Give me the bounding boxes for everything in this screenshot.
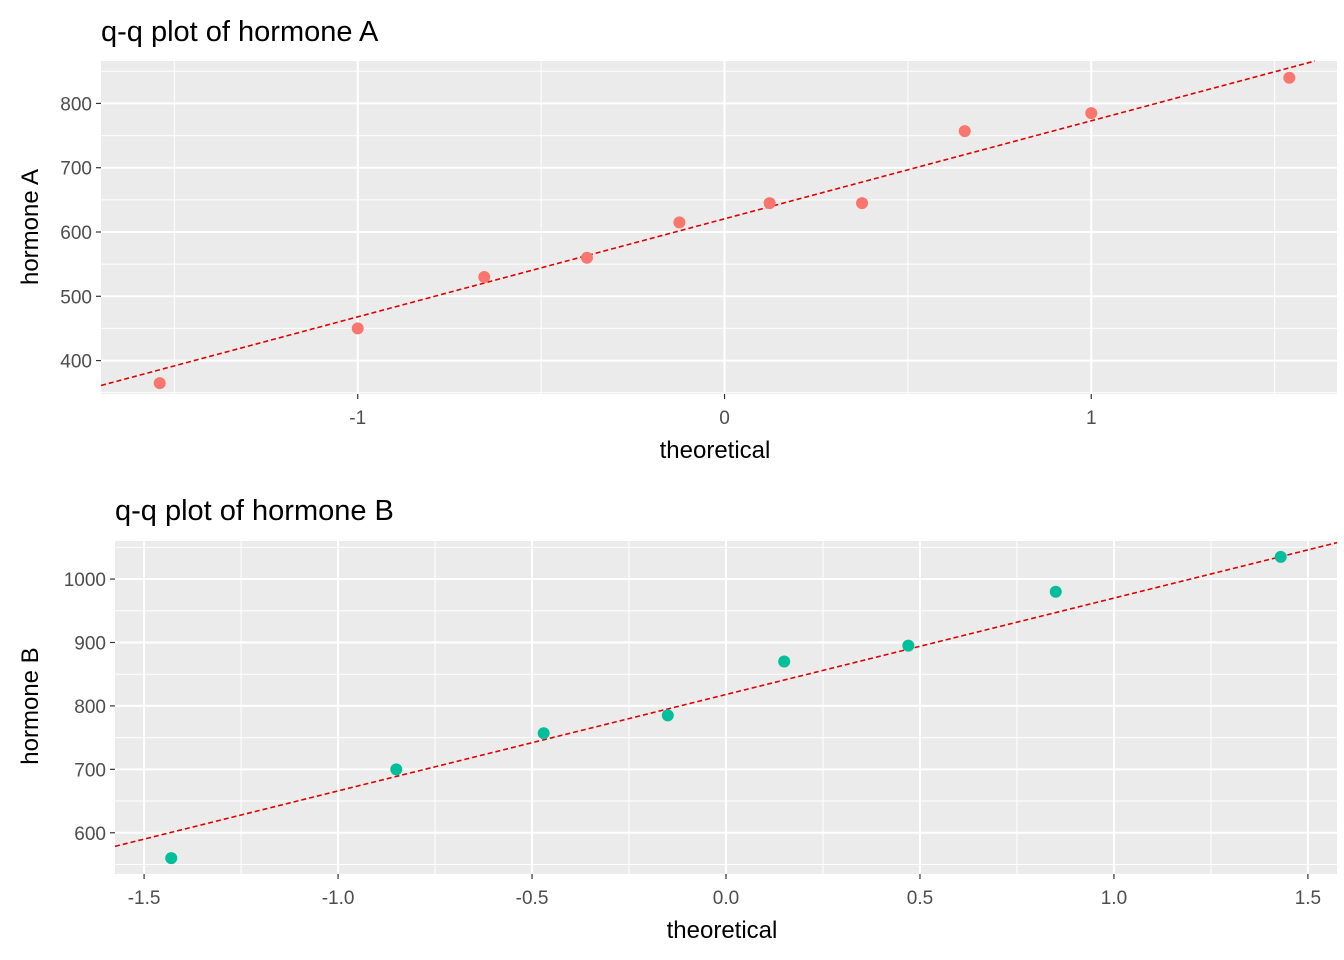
data-point <box>661 709 674 722</box>
data-point <box>537 727 550 740</box>
data-point <box>778 655 791 668</box>
x-tick-label: 1 <box>1086 408 1097 429</box>
x-tick-labels-a: -1 0 1 <box>349 394 1097 429</box>
chart-panel-a: q-q plot of hormone A 400 500 600 700 800 -1… <box>17 16 1337 464</box>
y-axis-title-a: hormone A <box>17 169 44 285</box>
reference-line-a <box>100 60 1316 387</box>
data-point <box>902 639 915 652</box>
x-tick-label: 1.5 <box>1295 888 1321 909</box>
data-point <box>390 763 403 776</box>
x-tick-label: -0.5 <box>516 888 549 909</box>
y-tick-label: 400 <box>60 352 92 373</box>
x-tick-labels-b: -1.5 -1.0 -0.5 0.0 0.5 1.0 1.5 <box>128 874 1321 909</box>
data-point <box>763 197 776 210</box>
chart-panel-b: q-q plot of hormone B 600 700 800 900 1000 -… <box>17 495 1338 944</box>
data-point <box>856 197 869 210</box>
data-point <box>1283 71 1296 84</box>
x-axis-title-b: theoretical <box>667 917 778 944</box>
x-tick-label: -1.0 <box>322 888 355 909</box>
y-axis-title-b: hormone B <box>17 647 44 764</box>
data-point <box>958 125 971 138</box>
y-tick-labels-b: 600 700 800 900 1000 <box>64 570 115 845</box>
y-tick-label: 800 <box>60 94 92 115</box>
data-point <box>1049 585 1062 598</box>
points-a <box>153 71 1296 390</box>
plot-background-a <box>101 61 1337 394</box>
qq-reference-line <box>100 60 1316 387</box>
grid-a <box>101 61 1337 394</box>
data-point <box>165 852 178 865</box>
data-point <box>478 271 491 283</box>
data-point <box>1085 107 1098 120</box>
y-tick-label: 700 <box>60 159 92 180</box>
chart-title-b: q-q plot of hormone B <box>115 495 394 527</box>
grid-b <box>115 541 1337 874</box>
x-tick-label: 0 <box>719 408 730 429</box>
x-tick-label: 0.0 <box>713 888 739 909</box>
x-tick-label: 0.5 <box>907 888 933 909</box>
qq-reference-line <box>114 541 1338 848</box>
data-point <box>153 377 166 390</box>
y-tick-label: 1000 <box>64 570 106 591</box>
data-point <box>673 216 686 229</box>
x-tick-label: -1 <box>349 408 366 429</box>
data-point <box>351 322 364 335</box>
y-tick-label: 500 <box>60 287 92 308</box>
y-tick-label: 600 <box>74 824 106 845</box>
reference-line-b <box>114 541 1338 848</box>
chart-title-a: q-q plot of hormone A <box>101 16 379 48</box>
y-tick-labels-a: 400 500 600 700 800 <box>60 94 101 373</box>
data-point <box>580 251 593 264</box>
points-b <box>165 550 1287 865</box>
data-point <box>1274 550 1287 563</box>
y-tick-label: 700 <box>74 760 106 781</box>
x-axis-title-a: theoretical <box>660 437 771 464</box>
x-tick-label: 1.0 <box>1101 888 1127 909</box>
x-tick-label: -1.5 <box>128 888 161 909</box>
y-tick-label: 600 <box>60 223 92 244</box>
y-tick-label: 800 <box>74 697 106 718</box>
y-tick-label: 900 <box>74 633 106 654</box>
